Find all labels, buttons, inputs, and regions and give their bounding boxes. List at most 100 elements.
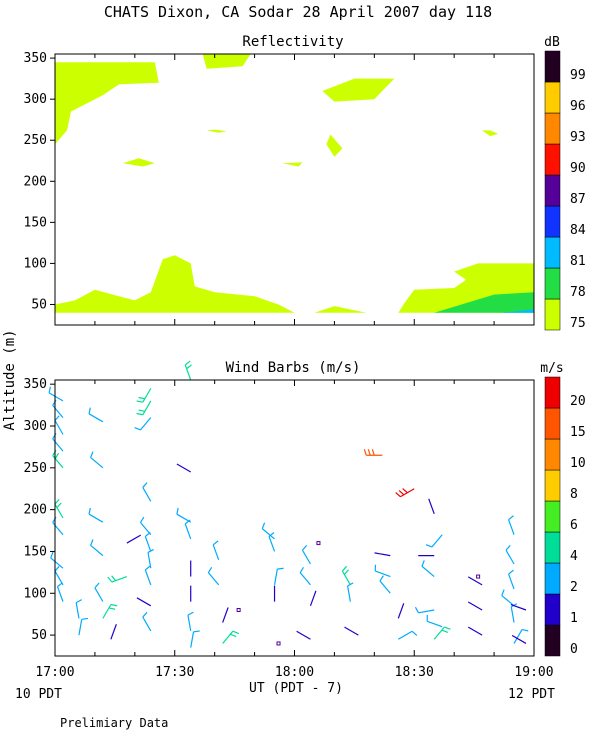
wind-barb-flag (52, 433, 57, 440)
wind-barb-shaft (144, 569, 152, 586)
reflectivity-colorbar-label: 81 (570, 254, 586, 269)
wind-barb-shaft (111, 575, 128, 583)
wind-barb-flag (81, 617, 89, 620)
wind-barb-flag (505, 545, 511, 551)
wind-barb (299, 566, 311, 586)
wind-colorbar-label: 10 (570, 456, 586, 471)
reflectivity-colorbar-swatch (544, 81, 561, 114)
wind-barb (501, 589, 515, 607)
wind-barb-flag (187, 611, 194, 616)
wind-barb-flag (501, 589, 505, 596)
wind-barb (296, 630, 311, 640)
wind-barb-shaft (222, 630, 234, 644)
wind-barbs-axes: 50 100 150 200 250 300 350 (24, 377, 535, 656)
wind-barb-flag (52, 399, 57, 406)
wind-barb-shaft (184, 364, 192, 381)
wind-barb-flag (230, 633, 237, 638)
calm-wind-marker (276, 641, 281, 646)
wind-barb-shaft (344, 626, 359, 636)
wind-barb (395, 488, 415, 498)
wind-barb-flag (411, 630, 418, 636)
wind-barb-flag (136, 400, 143, 403)
wind-barb (54, 565, 64, 586)
wind-colorbar-label: 15 (570, 425, 586, 440)
wind-colorbar-unit: m/s (540, 361, 563, 376)
wind-barb-shaft (140, 417, 152, 431)
wind-barb-flag (444, 626, 451, 630)
wind-barb-shaft (397, 630, 413, 640)
reflectivity-colorbar-label: 99 (570, 68, 586, 83)
wind-barb (273, 567, 284, 586)
wind-barb-flag (421, 560, 425, 567)
wind-barb-shaft (142, 487, 152, 502)
wind-barb (397, 603, 405, 619)
wind-barb (508, 569, 515, 590)
wind-barb-flag (108, 607, 116, 610)
figure-title: CHATS Dixon, CA Sodar 28 April 2007 day … (104, 3, 492, 21)
wind-barb-shaft (102, 604, 112, 619)
wind-barb-shaft (296, 630, 311, 640)
wind-barb-shaft (88, 513, 104, 523)
wind-colorbar-swatch (544, 531, 561, 564)
wind-barb-flag (107, 576, 113, 583)
wind-barb (90, 539, 104, 557)
wind-barb (261, 522, 275, 540)
wind-barb (421, 560, 435, 578)
wind-barb-flag (363, 449, 367, 456)
wind-barb-shaft (341, 570, 351, 586)
wind-barb-flag (111, 575, 117, 582)
reflectivity-region (282, 162, 303, 167)
wind-colorbar-swatch (544, 624, 561, 657)
wind-barb-flag (134, 427, 141, 431)
wind-barb-flag (371, 449, 375, 456)
wind-barb (102, 603, 118, 619)
wind-barb (301, 545, 311, 565)
wind-barb-shaft (110, 624, 117, 640)
wind-colorbar-swatch (544, 438, 561, 471)
wind-barb (110, 624, 117, 640)
wind-barb-shaft (52, 455, 64, 469)
wind-barb-flag (343, 569, 350, 575)
wind-barb-shaft (212, 544, 220, 561)
reflectivity-y-tick-label: 250 (24, 133, 47, 148)
wind-y-tick-label: 200 (24, 503, 47, 518)
wind-barb-flag (144, 565, 151, 571)
reflectivity-colorbar-swatch (544, 267, 561, 300)
wind-barb-shaft (90, 544, 104, 557)
wind-barb-shaft (375, 570, 391, 578)
wind-y-tick-label: 250 (24, 461, 47, 476)
wind-barb (268, 532, 276, 552)
reflectivity-y-tick-label: 350 (24, 51, 47, 66)
wind-barb-shaft (374, 552, 391, 557)
wind-colorbar-swatch (544, 593, 561, 626)
wind-barb-shaft (379, 580, 391, 594)
wind-barb (467, 576, 483, 586)
reflectivity-region (206, 129, 227, 133)
wind-barb (136, 597, 152, 607)
wind-barb-flag (521, 629, 529, 632)
wind-barb-flag (347, 582, 354, 587)
wind-barb-flag (75, 599, 83, 604)
wind-barb-shaft (501, 595, 515, 607)
x-tick-label: 17:30 (155, 665, 194, 680)
wind-barb-flag (147, 548, 154, 553)
wind-barb-flag (90, 539, 94, 546)
wind-barb-flag (136, 412, 143, 416)
reflectivity-region (122, 158, 155, 167)
wind-barb (467, 626, 483, 636)
wind-barb-shaft (176, 463, 192, 473)
wind-colorbar: 0 1 2 4 6 8 10 15 20 (544, 376, 586, 657)
wind-barb-flag (142, 611, 148, 618)
wind-barb (176, 463, 192, 473)
wind-colorbar-swatch (544, 469, 561, 502)
wind-barb-flag (277, 567, 284, 570)
wind-barb-flag (212, 540, 219, 546)
wind-barb-shaft (56, 586, 64, 602)
left-footer-label: 10 PDT (15, 687, 62, 702)
calm-wind-marker (236, 608, 241, 612)
reflectivity-region (55, 62, 159, 145)
wind-barb (374, 552, 391, 557)
wind-barb-flag (88, 507, 91, 515)
wind-barb (54, 415, 64, 435)
